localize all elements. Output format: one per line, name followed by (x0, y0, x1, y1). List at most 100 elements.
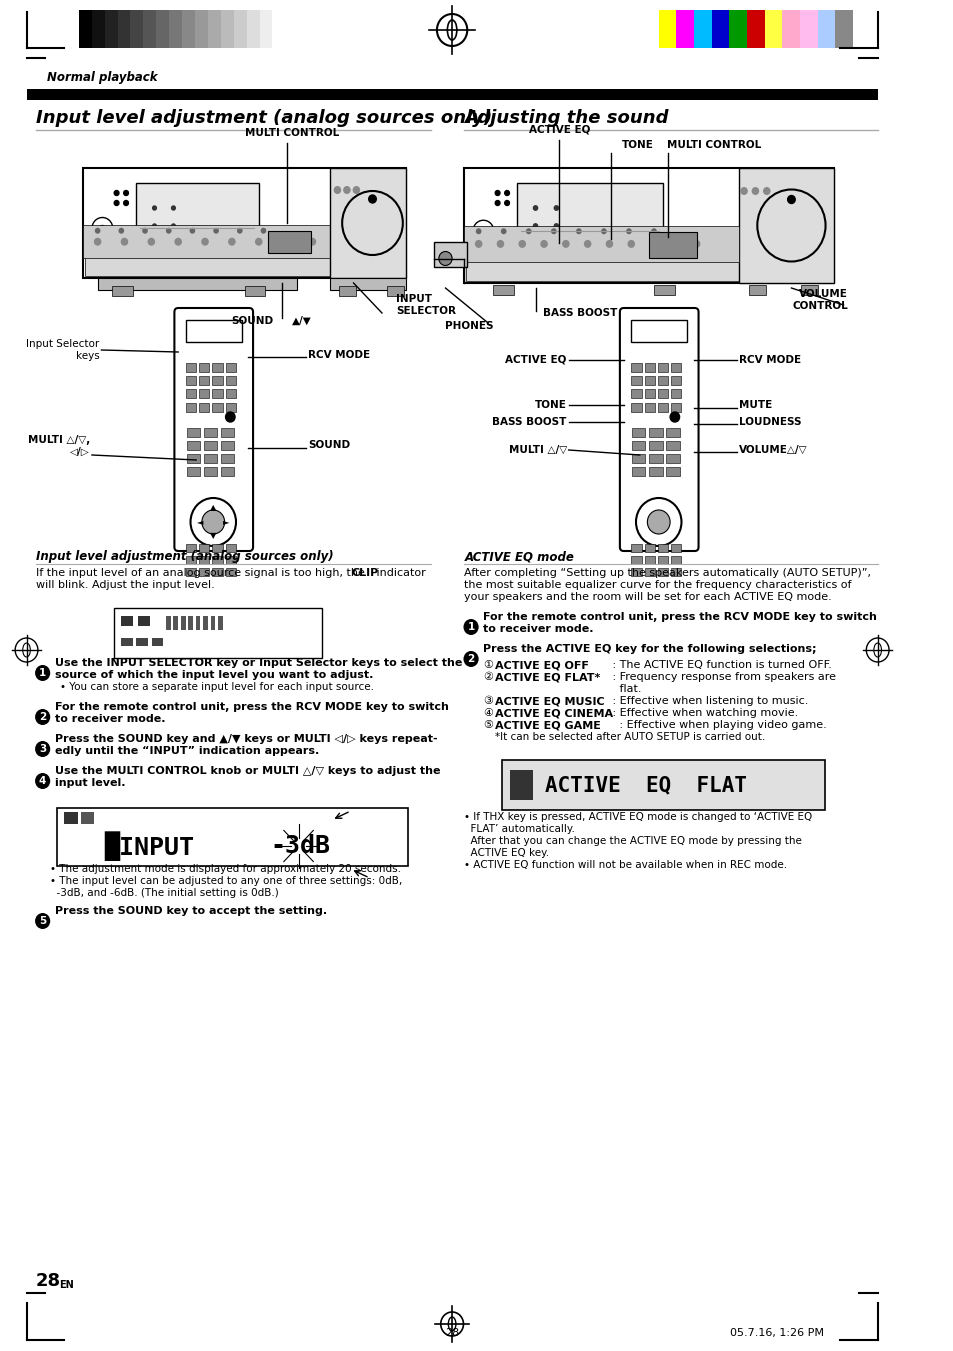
Bar (659, 9, 676, 49)
Circle shape (202, 509, 224, 534)
Circle shape (495, 200, 499, 205)
Circle shape (35, 773, 51, 789)
Circle shape (627, 240, 635, 247)
Text: ACTIVE EQ MUSIC: ACTIVE EQ MUSIC (495, 696, 604, 707)
Text: the most suitable equalizer curve for the frequency characteristics of: the most suitable equalizer curve for th… (464, 580, 851, 590)
Bar (220, 454, 233, 463)
Text: • The adjustment mode is displayed for approximately 20 seconds.: • The adjustment mode is displayed for a… (51, 865, 401, 874)
Circle shape (142, 228, 148, 234)
Bar (186, 544, 196, 553)
Bar (268, 231, 311, 253)
Text: If the input level of an analog source signal is too high, the: If the input level of an analog source s… (36, 567, 368, 578)
Bar (213, 544, 222, 553)
Circle shape (213, 228, 219, 234)
Text: BASS BOOST: BASS BOOST (492, 417, 566, 427)
Text: BASS BOOST: BASS BOOST (542, 308, 617, 317)
Text: ACTIVE EQ: ACTIVE EQ (528, 126, 589, 135)
Bar (186, 403, 196, 412)
Bar (121, 616, 132, 626)
Circle shape (533, 205, 537, 211)
Text: ACTIVE EQ GAME: ACTIVE EQ GAME (495, 720, 600, 730)
Bar (330, 278, 405, 290)
Circle shape (343, 186, 351, 195)
Circle shape (99, 226, 105, 231)
Bar (180, 616, 185, 630)
Bar (186, 363, 196, 372)
Circle shape (35, 913, 51, 929)
Bar (188, 616, 193, 630)
Bar (152, 638, 163, 646)
Bar (658, 544, 667, 553)
Bar (670, 389, 680, 399)
Bar (186, 320, 241, 342)
Circle shape (787, 196, 795, 204)
Text: After that you can change the ACTIVE EQ mode by pressing the: After that you can change the ACTIVE EQ … (464, 836, 801, 846)
Circle shape (334, 186, 341, 195)
Bar (670, 376, 680, 385)
Bar (644, 567, 655, 576)
Bar (233, 9, 247, 49)
Text: CLIP: CLIP (352, 567, 378, 578)
Text: 5: 5 (39, 916, 47, 925)
Bar (649, 232, 696, 258)
Bar (510, 770, 532, 800)
Bar (516, 182, 662, 253)
Circle shape (647, 509, 669, 534)
Text: VOLUME
CONTROL: VOLUME CONTROL (792, 289, 847, 311)
Bar (105, 9, 117, 49)
Circle shape (225, 412, 234, 422)
Bar (225, 567, 235, 576)
Text: RCV MODE: RCV MODE (739, 355, 801, 365)
Bar (187, 454, 200, 463)
Circle shape (114, 190, 119, 196)
Circle shape (124, 200, 129, 205)
Bar (220, 440, 233, 450)
Text: • ACTIVE EQ function will not be available when in REC mode.: • ACTIVE EQ function will not be availab… (464, 861, 787, 870)
Bar (187, 467, 200, 476)
Bar (204, 454, 217, 463)
Text: to receiver mode.: to receiver mode. (55, 713, 165, 724)
Bar (835, 9, 852, 49)
Bar (218, 616, 222, 630)
Bar (632, 428, 645, 436)
Bar (225, 389, 235, 399)
Circle shape (476, 228, 481, 234)
Bar (654, 285, 674, 295)
Circle shape (118, 228, 124, 234)
Text: ACTIVE EQ key.: ACTIVE EQ key. (464, 848, 549, 858)
Text: MUTE: MUTE (739, 400, 772, 409)
Circle shape (254, 238, 262, 246)
Text: Press the ACTIVE EQ key for the following selections;: Press the ACTIVE EQ key for the followin… (483, 644, 816, 654)
Bar (221, 9, 233, 49)
Bar (211, 616, 215, 630)
Bar (466, 232, 831, 281)
Text: MULTI △/▽: MULTI △/▽ (508, 444, 566, 455)
Bar (644, 544, 655, 553)
Bar (186, 557, 196, 563)
Circle shape (751, 186, 759, 195)
Bar (199, 567, 210, 576)
Text: ACTIVE EQ OFF: ACTIVE EQ OFF (495, 661, 588, 670)
Circle shape (497, 240, 504, 247)
Circle shape (236, 228, 242, 234)
Bar (649, 428, 661, 436)
Bar (80, 812, 93, 824)
Circle shape (625, 228, 631, 234)
Text: *It can be selected after AUTO SETUP is carried out.: *It can be selected after AUTO SETUP is … (495, 732, 764, 742)
Text: flat.: flat. (608, 684, 640, 694)
Bar (800, 9, 817, 49)
Text: ②: ② (483, 671, 493, 682)
Circle shape (172, 205, 175, 209)
Bar (78, 9, 91, 49)
Text: EN: EN (59, 1279, 73, 1290)
Bar (764, 9, 781, 49)
Bar (199, 557, 210, 563)
Text: 2: 2 (39, 712, 47, 721)
Text: ACTIVE EQ CINEMA: ACTIVE EQ CINEMA (495, 708, 612, 717)
Text: 3: 3 (39, 744, 47, 754)
FancyBboxPatch shape (619, 308, 698, 551)
Bar (213, 376, 222, 385)
Circle shape (463, 619, 478, 635)
Bar (225, 544, 235, 553)
Text: FLAT’ automatically.: FLAT’ automatically. (464, 824, 575, 834)
